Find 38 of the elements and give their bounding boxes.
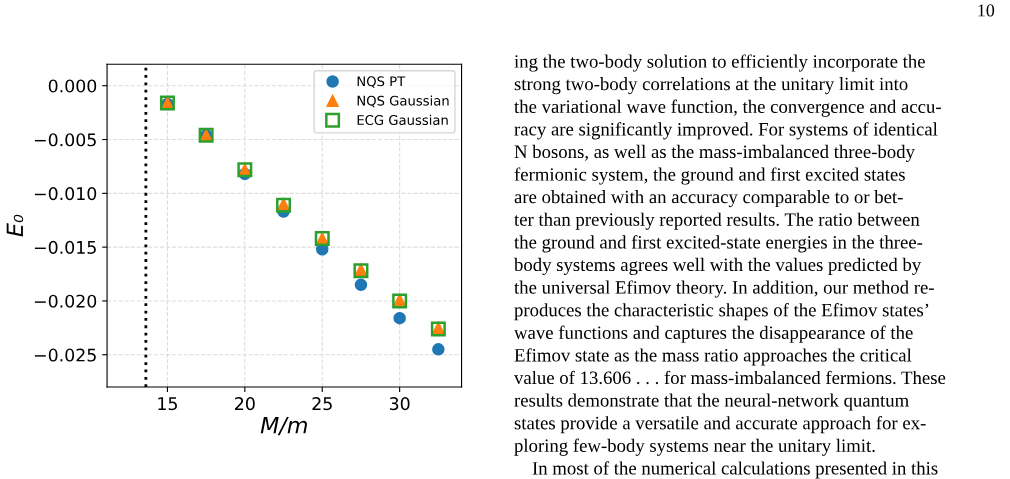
text: the universal Efimov theory. In addition, our method re- — [514, 280, 934, 298]
text: ter than previously reported results. The ratio between — [514, 212, 920, 230]
text: body systems agrees well with the values predicted by — [514, 257, 922, 275]
y-tick-label: −0.015 — [34, 240, 96, 254]
y-tick-label: 0.000 — [48, 79, 97, 93]
y-tick-label: −0.020 — [34, 294, 97, 308]
y-axis-title: E₀ — [6, 214, 24, 237]
y-tick-label: −0.010 — [34, 187, 97, 201]
text: are obtained with an accuracy comparable to or bet- — [514, 190, 903, 208]
text: 10 — [978, 4, 995, 17]
text: racy are significantly improved. For systems of identical — [514, 122, 938, 140]
x-tick-label: 30 — [389, 397, 410, 411]
x-tick-label: 25 — [312, 397, 332, 411]
text: ing the two-body solution to efficiently incorporate the — [514, 54, 925, 72]
text: N bosons, as well as the mass-imbalanced three-body — [514, 144, 915, 162]
text: results demonstrate that the neural-network quantum — [514, 393, 909, 411]
text: value of 13.606 . . . for mass-imbalanced fermions. These — [514, 370, 946, 385]
text: the variational wave function, the convergence and accu- — [514, 99, 941, 117]
legend-label: NQS Gaussian — [357, 95, 449, 108]
text: wave functions and captures the disappearance of the — [514, 325, 913, 343]
x-tick-label: 20 — [235, 397, 255, 411]
y-tick-label: −0.005 — [34, 133, 96, 147]
text: strong two-body correlations at the unitary limit into — [514, 77, 908, 95]
text: ploring few-body systems near the unitary limit. — [514, 438, 875, 456]
point — [432, 343, 445, 356]
point — [393, 311, 406, 325]
point — [354, 278, 368, 292]
text: In most of the numerical calculations presented in this — [532, 461, 938, 479]
text: the ground and first excited-state energies in the three- — [514, 235, 923, 253]
legend-label: NQS PT — [357, 76, 406, 88]
text: Efimov state as the mass ratio approaches the critical — [514, 348, 912, 366]
text: produces the characteristic shapes of the Efimov states’ — [514, 303, 929, 321]
text: states provide a versatile and accurate approach for ex- — [514, 416, 926, 434]
y-tick-label: −0.025 — [34, 348, 96, 362]
text: fermionic system, the ground and first excited states — [514, 167, 905, 185]
legend-label: ECG Gaussian — [357, 114, 448, 126]
x-tick-label: 15 — [158, 397, 177, 411]
x-axis-title: M/m — [260, 417, 307, 436]
